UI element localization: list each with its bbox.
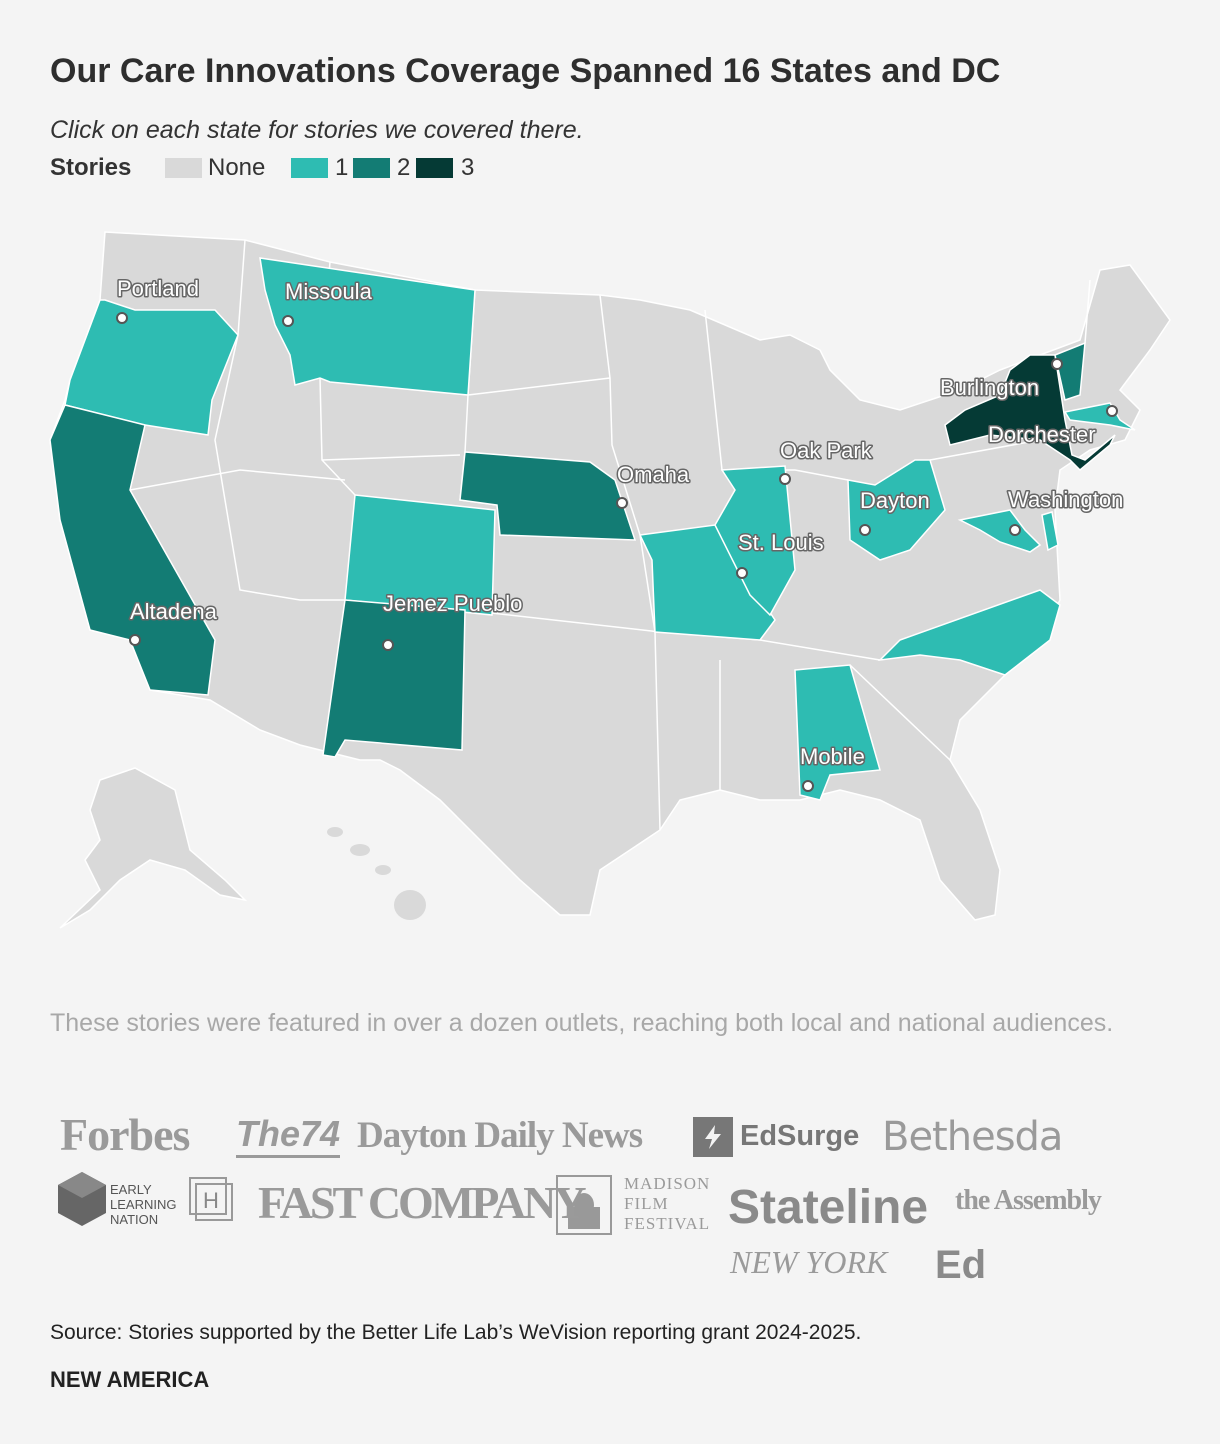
city-dot <box>859 524 871 536</box>
icon <box>189 1177 233 1221</box>
outlet-logo: EARLY LEARNING NATION <box>110 1182 177 1227</box>
state[interactable] <box>64 299 239 436</box>
city-dot <box>1009 524 1021 536</box>
state[interactable] <box>794 664 881 801</box>
state[interactable] <box>944 354 1116 472</box>
outlet-logo: Dayton Daily News <box>357 1115 643 1156</box>
outlet-logo: Stateline <box>728 1181 929 1234</box>
city-dot <box>129 634 141 646</box>
city-label: Mobile <box>800 744 865 769</box>
cities: Portland Missoula Altadena Jemez Pueblo Omah… <box>116 274 1125 792</box>
outlet-logo: H <box>203 1188 219 1213</box>
state[interactable] <box>1041 511 1059 552</box>
brand: NEW AMERICA <box>50 1367 210 1392</box>
state[interactable] <box>49 404 216 696</box>
city-label: St. Louis <box>738 530 824 555</box>
state[interactable] <box>344 494 496 616</box>
city-label: Altadena <box>130 599 218 624</box>
city-label: Washington <box>1008 487 1123 512</box>
city-label: Dorchester <box>988 422 1096 447</box>
city-dot <box>802 780 814 792</box>
outlet-logo: EdSurge <box>740 1120 860 1152</box>
legend-label: 1 <box>335 154 349 181</box>
legend-swatch <box>416 158 453 178</box>
city-label: Jemez Pueblo <box>383 591 522 616</box>
city-label: Missoula <box>285 279 373 304</box>
hawaii <box>375 865 391 875</box>
legend-swatch <box>165 158 202 178</box>
outlet-logo: Ed <box>935 1243 987 1287</box>
city-dot <box>382 639 394 651</box>
city-label: Portland <box>117 276 199 301</box>
state[interactable] <box>957 509 1042 553</box>
title: Our Care Innovations Coverage Spanned 16… <box>50 52 1001 90</box>
hawaii <box>350 844 370 856</box>
outlet-logo: the Assembly <box>955 1185 1102 1216</box>
outlet-logo: MADISON FILM FESTIVAL <box>624 1174 711 1233</box>
state[interactable] <box>847 459 946 561</box>
hawaii <box>394 890 426 920</box>
subtitle: Click on each state for stories we cover… <box>50 116 584 144</box>
state[interactable] <box>459 451 637 541</box>
outlet-logo: FAST COMPANY <box>258 1177 587 1228</box>
legend-label: None <box>208 154 266 181</box>
note: These stories were featured in over a do… <box>50 1009 1114 1037</box>
legend-swatch <box>353 158 390 178</box>
outlet-logo: The74 <box>236 1113 341 1158</box>
state[interactable] <box>322 599 466 758</box>
legend-title: Stories <box>50 154 132 181</box>
outlet-logo: Bethesda <box>882 1114 1063 1160</box>
legend-swatch <box>291 158 328 178</box>
city-dot <box>1106 405 1118 417</box>
city-dot <box>282 315 294 327</box>
outlet-logo: NEW YORK <box>730 1244 888 1280</box>
state[interactable] <box>1063 402 1136 431</box>
legend-label: 2 <box>397 154 411 181</box>
city-dot <box>779 473 791 485</box>
city-dot <box>736 567 748 579</box>
city-label: Oak Park <box>780 438 873 463</box>
state[interactable] <box>259 257 476 396</box>
city-dot <box>616 497 628 509</box>
city-dot <box>1051 358 1063 370</box>
alaska <box>59 767 248 929</box>
state[interactable] <box>1054 341 1086 401</box>
icon <box>693 1117 733 1157</box>
city-label: Omaha <box>617 462 690 487</box>
icon <box>556 1175 612 1235</box>
outlet-logo: Forbes <box>60 1109 190 1160</box>
states <box>49 257 1136 801</box>
state[interactable] <box>877 589 1061 676</box>
legend-label: 3 <box>461 154 475 181</box>
city-label: Burlington <box>940 375 1039 400</box>
map: Portland Missoula Altadena Jemez Pueblo Omah… <box>49 231 1171 929</box>
city-label: Dayton <box>860 488 930 513</box>
city-dot <box>116 312 128 324</box>
hawaii <box>327 827 343 837</box>
source: Source: Stories supported by the Better … <box>50 1321 862 1344</box>
icon <box>58 1172 106 1226</box>
